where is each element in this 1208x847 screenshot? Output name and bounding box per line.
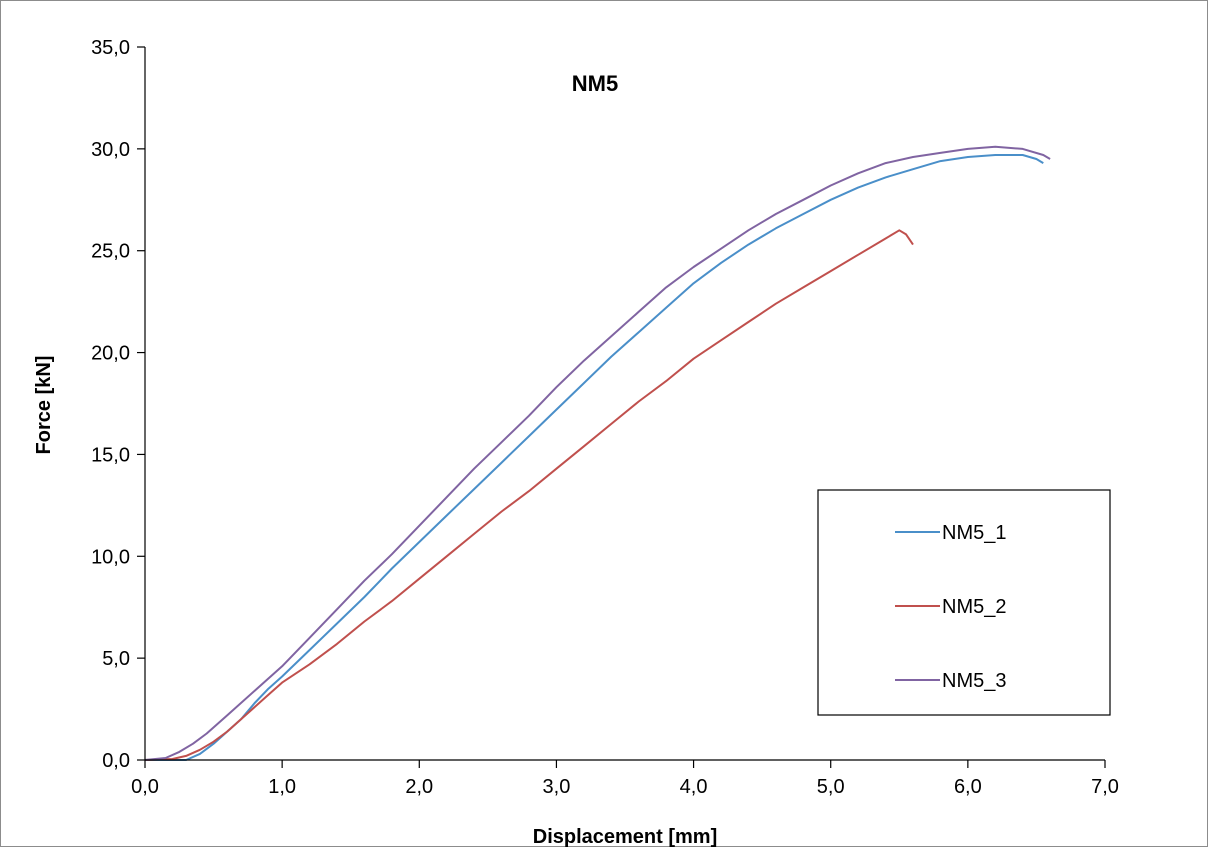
legend-box [817,489,1111,716]
x-tick-label: 5,0 [817,776,845,798]
x-tick-label: 7,0 [1091,776,1119,798]
series-line-3 [144,145,1051,761]
y-tick-label: 5,0 [102,648,130,670]
legend-item: NM5_1 [895,522,1006,544]
series-line-2 [144,229,914,761]
x-tick-label: 0,0 [131,776,159,798]
y-tick-label: 0,0 [102,750,130,772]
x-axis-title: Displacement [mm] [533,826,718,847]
legend-label: NM5_3 [942,670,1006,692]
series-layer [144,145,1051,761]
series-line-1 [145,154,1044,761]
y-tick-label: 10,0 [91,546,130,568]
x-tick-label: 6,0 [954,776,982,798]
x-tick-label: 4,0 [680,776,708,798]
chart-title: NM5 [572,71,618,96]
axes-layer: 0,0 5,0 10,0 15,0 20,0 25,0 30,0 35,0 0,0 1,0 2,0 3… [91,37,1119,798]
x-tick-label: 3,0 [543,776,571,798]
legend-item: NM5_3 [895,670,1006,692]
legend-label: NM5_2 [942,596,1006,618]
x-tick-label: 2,0 [405,776,433,798]
y-tick-label: 30,0 [91,139,130,161]
legend-label: NM5_1 [942,522,1006,544]
y-tick-label: 20,0 [91,343,130,365]
y-axis-title: Force [kN] [33,356,55,455]
y-tick-label: 25,0 [91,241,130,263]
x-tick-label: 1,0 [268,776,296,798]
legend: NM5_1 NM5_2 NM5_3 [895,522,1006,692]
y-tick-label: 15,0 [91,444,130,466]
y-tick-label: 35,0 [91,37,130,59]
legend-item: NM5_2 [895,596,1006,618]
